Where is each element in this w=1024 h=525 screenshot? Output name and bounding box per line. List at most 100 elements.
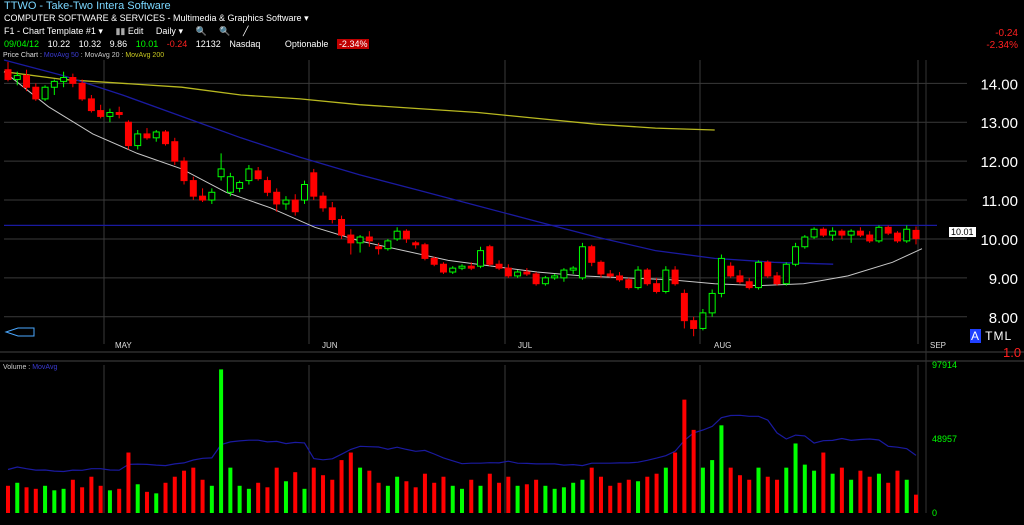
- legend-vol-ma: MovAvg: [32, 364, 58, 371]
- month-label: JUN: [322, 341, 338, 350]
- volume-bar: [191, 467, 196, 513]
- volume-bar: [636, 481, 641, 513]
- right-pct-change: -2.34%: [986, 40, 1018, 51]
- edit-button[interactable]: ▮▮ Edit: [115, 26, 143, 37]
- candle-body: [588, 246, 596, 263]
- volume-bar: [395, 476, 400, 513]
- ma20-line: [3, 71, 923, 287]
- volume-bar: [24, 487, 29, 513]
- volume-bar: [172, 476, 177, 513]
- volume-bar: [339, 460, 344, 513]
- volume-bar: [626, 479, 631, 513]
- chevron-down-icon: ▾: [304, 13, 309, 23]
- candle-body: [338, 219, 346, 236]
- volume-bar: [867, 476, 872, 513]
- candle-body: [736, 275, 744, 283]
- volume-bar: [15, 482, 20, 513]
- volume-bar: [219, 369, 224, 513]
- candle-body: [310, 172, 318, 197]
- candle-body: [486, 246, 494, 265]
- candle-body: [106, 112, 114, 117]
- volume-tick-label: 48957: [932, 434, 957, 444]
- candle-body: [606, 273, 614, 277]
- volume-bar: [126, 452, 131, 513]
- candle-body: [189, 180, 197, 197]
- template-label: F1 - Chart Template #1: [4, 26, 96, 36]
- candle-body: [866, 234, 874, 242]
- candle-body: [847, 230, 855, 236]
- template-dropdown[interactable]: F1 - Chart Template #1 ▾: [4, 26, 103, 37]
- candle-body: [365, 236, 373, 242]
- price-tick-label: 9.00: [989, 271, 1018, 288]
- volume-bar: [691, 429, 696, 513]
- candle-body: [754, 261, 762, 289]
- volume-bar: [348, 452, 353, 513]
- candle-body: [495, 263, 503, 269]
- candle-body: [819, 228, 827, 236]
- candle-body: [662, 269, 670, 292]
- candle-body: [504, 267, 512, 277]
- volume-bar: [256, 482, 261, 513]
- price-tick-label: 11.00: [982, 193, 1018, 210]
- volume-bar: [293, 472, 298, 513]
- volume-bars: [6, 369, 918, 513]
- candle-body: [541, 277, 549, 285]
- pencil-icon: ╱: [242, 26, 249, 36]
- volume-bar: [228, 467, 233, 513]
- candle-body: [875, 226, 883, 242]
- volume-bar: [858, 470, 863, 513]
- candle-body: [449, 267, 457, 273]
- quote-change: -0.24: [166, 39, 188, 49]
- draw-line-button[interactable]: ╱: [243, 26, 248, 37]
- volume-bar: [552, 488, 557, 513]
- candle-body: [903, 228, 911, 242]
- zoom-in-icon: 🔍: [195, 26, 207, 36]
- industry-dropdown[interactable]: COMPUTER SOFTWARE & SERVICES - Multimedi…: [4, 13, 309, 24]
- volume-bar: [589, 467, 594, 513]
- candle-body: [87, 98, 95, 112]
- price-volume-chart[interactable]: 8.00 9.00 10.00 11.00 12.00 13.00 14.00 MAY JUN J…: [0, 52, 1024, 525]
- volume-bar: [793, 443, 798, 513]
- volume-bar: [478, 485, 483, 513]
- right-change-panel: -0.24 -2.34%: [986, 28, 1018, 52]
- legend-volume: Volume: [3, 364, 27, 371]
- month-label: MAY: [115, 341, 132, 350]
- pct-change-badge: -2.34%: [336, 39, 370, 49]
- candle-body: [236, 182, 244, 189]
- volume-bar: [237, 485, 242, 513]
- candle-body: [171, 141, 179, 162]
- altml-toggle[interactable]: A TML: [970, 329, 1012, 343]
- candle-body: [430, 257, 438, 265]
- side-value: 1.0: [1003, 345, 1022, 360]
- chart-grid: [0, 60, 1024, 513]
- volume-bar: [376, 482, 381, 513]
- candle-body: [699, 312, 707, 329]
- month-label: SEP: [930, 341, 946, 350]
- candle-body: [884, 226, 892, 234]
- candle-body: [671, 269, 679, 285]
- volume-bar: [98, 485, 103, 513]
- volume-bar: [107, 490, 112, 513]
- volume-bar: [367, 470, 372, 513]
- volume-bar: [737, 475, 742, 513]
- volume-bar: [283, 481, 288, 513]
- candle-body: [282, 199, 290, 205]
- candle-body: [893, 232, 901, 242]
- volume-bar: [330, 479, 335, 513]
- volume-bar: [441, 476, 446, 513]
- period-dropdown[interactable]: Daily ▾: [156, 26, 183, 37]
- candle-body: [13, 75, 21, 80]
- month-label: AUG: [714, 341, 731, 350]
- axes: 8.00 9.00 10.00 11.00 12.00 13.00 14.00 MAY JUN J…: [4, 76, 1018, 518]
- volume-bar: [839, 467, 844, 513]
- volume-bar: [775, 479, 780, 513]
- zoom-out-button[interactable]: 🔍: [219, 26, 230, 37]
- volume-bar: [117, 488, 122, 513]
- volume-bar: [89, 476, 94, 513]
- volume-bar: [598, 476, 603, 513]
- volume-bar: [802, 464, 807, 513]
- candle-body: [291, 199, 299, 213]
- price-tick-label: 10.00: [980, 232, 1018, 249]
- zoom-in-button[interactable]: 🔍: [195, 26, 206, 37]
- candle-body: [810, 228, 818, 238]
